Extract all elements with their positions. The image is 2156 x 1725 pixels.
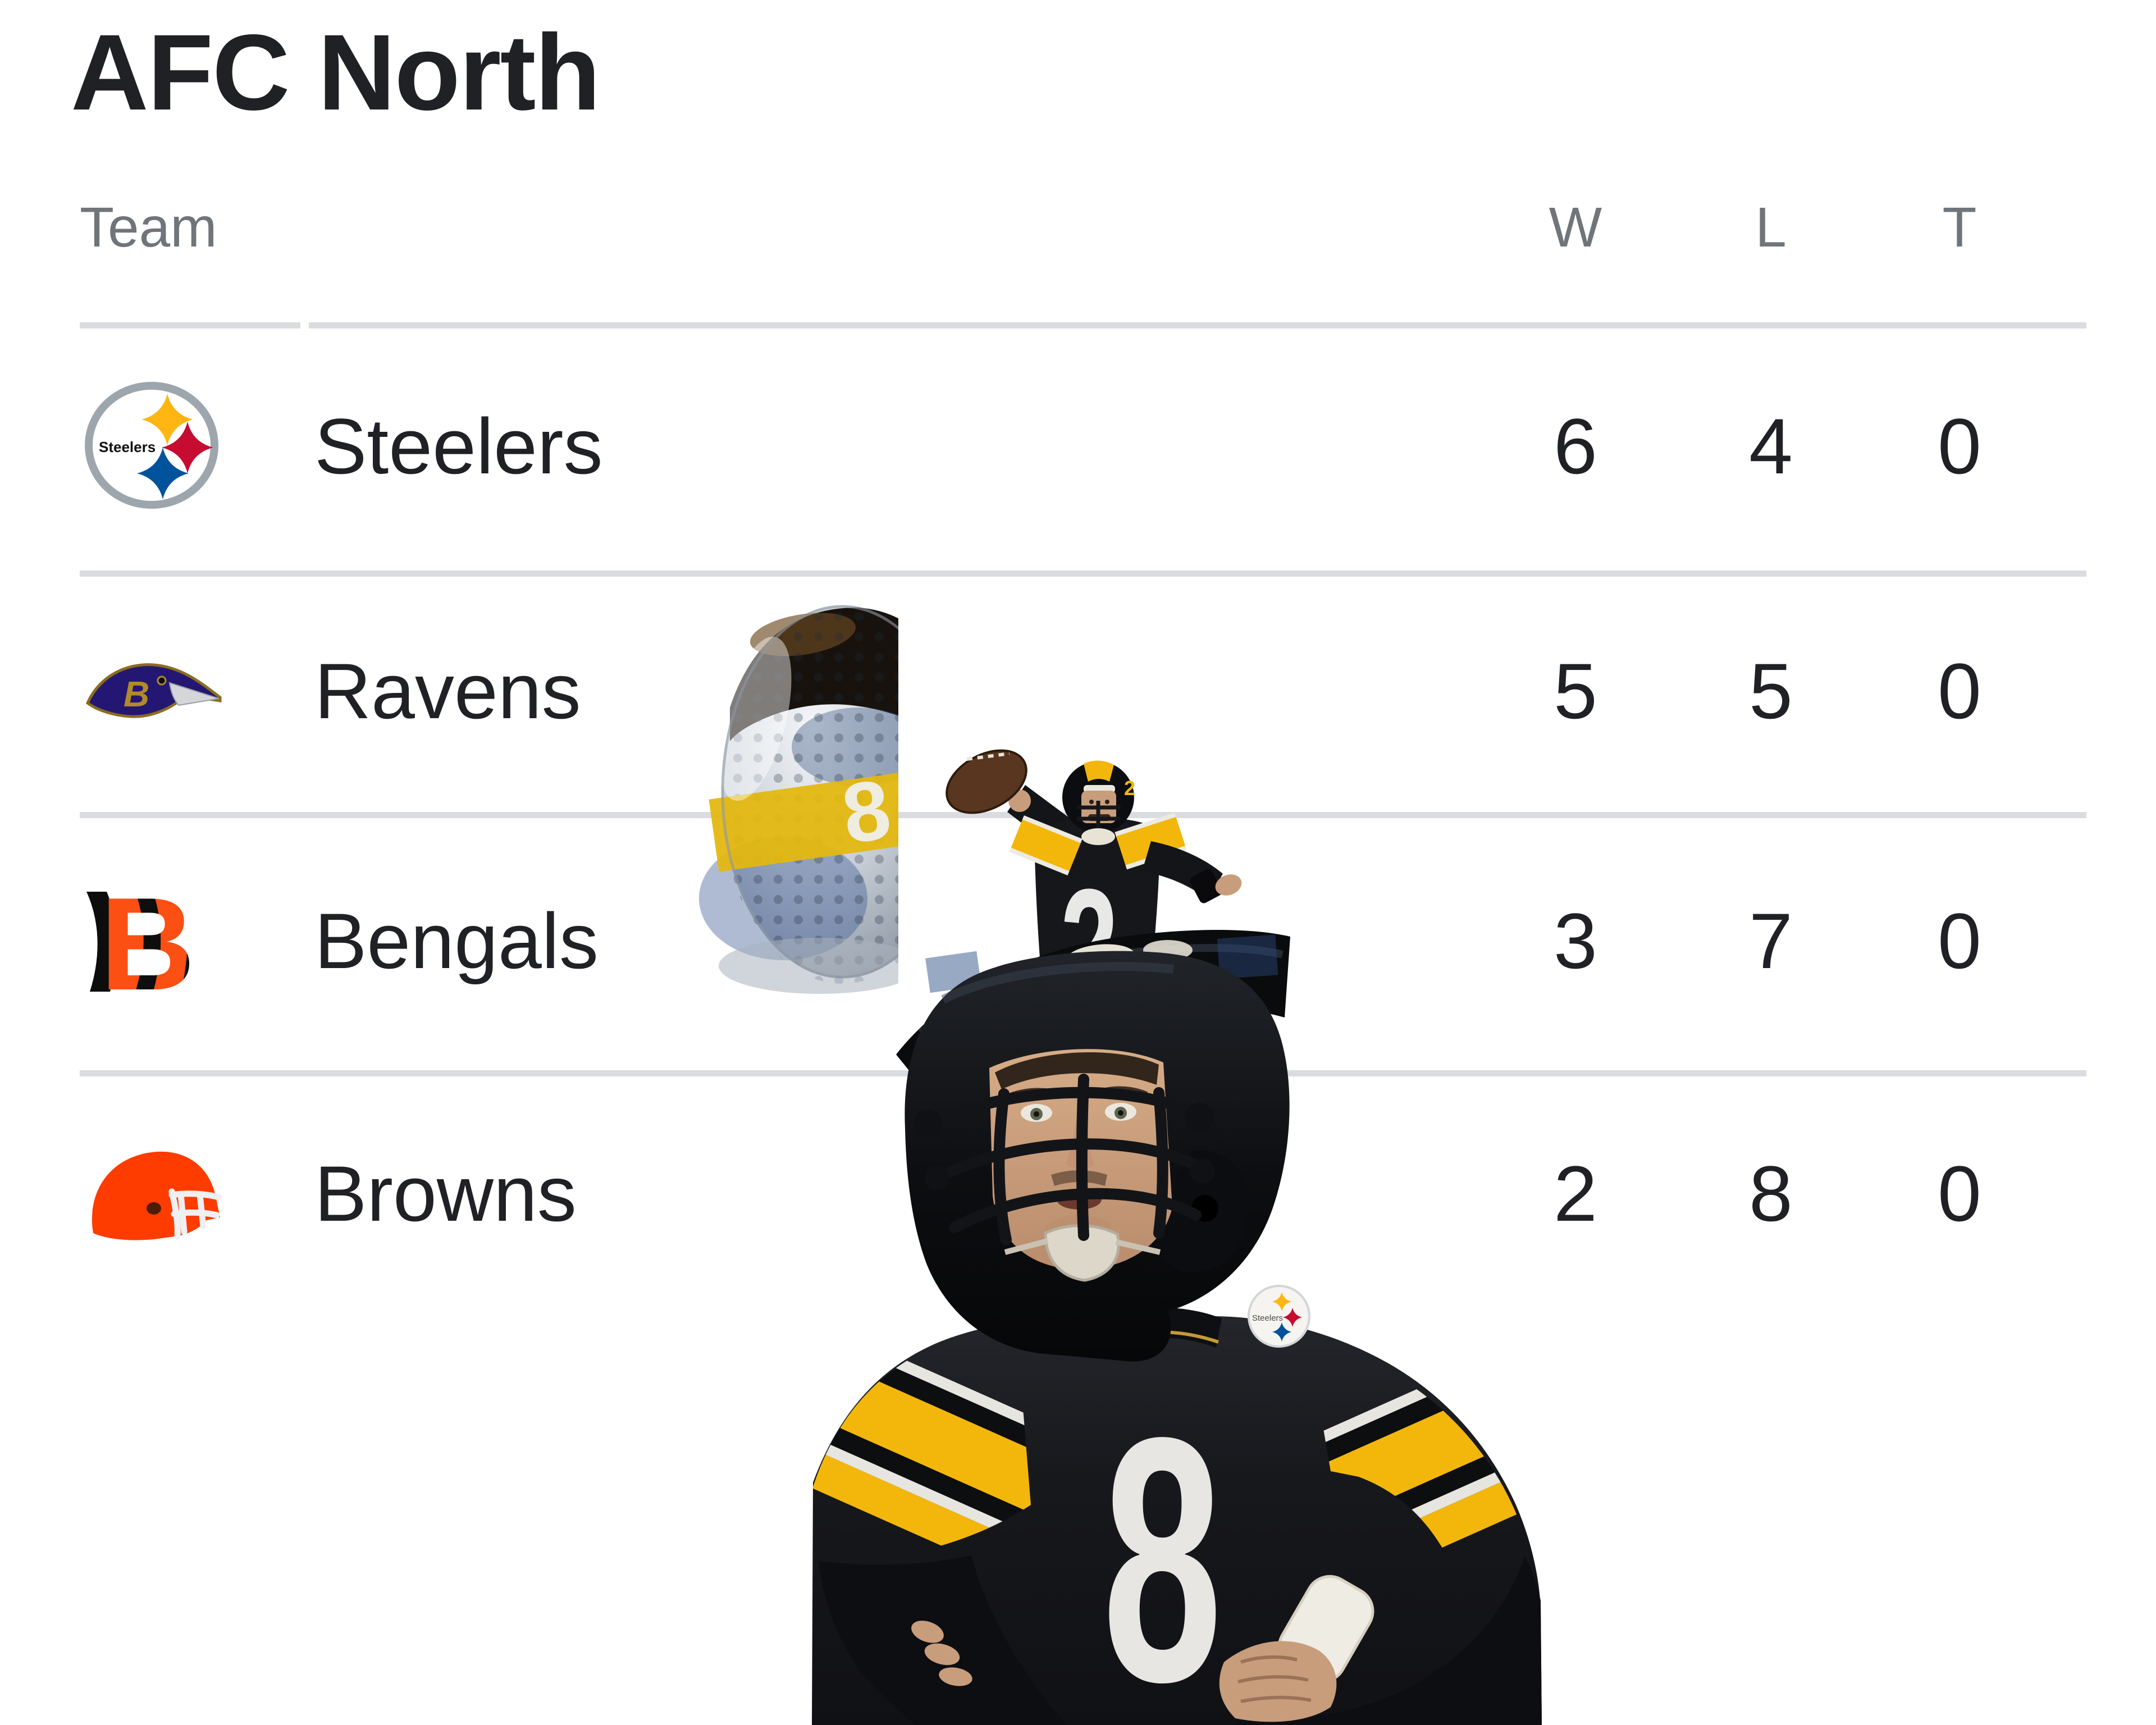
table-row-bengals[interactable]: B Bengals 3 7 0	[0, 812, 2156, 1070]
ties-value: 0	[1938, 647, 1981, 735]
football-icon	[945, 749, 1027, 814]
losses-value: 7	[1749, 897, 1793, 985]
table-row-steelers[interactable]: Steelers Steelers 6 4 0	[0, 322, 2156, 571]
ties-value: 0	[1938, 1149, 1981, 1238]
jersey-number: 8	[1102, 1366, 1222, 1725]
mini-qb-helmet-icon: 2	[1062, 760, 1135, 845]
wins-value: 2	[1554, 1149, 1597, 1238]
bengals-logo-icon: B	[83, 885, 218, 997]
mini-qb-helmet-number: 2	[1124, 777, 1135, 800]
clasped-hands	[911, 1621, 1337, 1722]
row-divider	[80, 571, 2086, 577]
wins-value: 6	[1554, 402, 1597, 490]
table-row-browns[interactable]: Browns 2 8 0	[0, 1070, 2156, 1317]
ties-value: 0	[1938, 897, 1981, 985]
ties-value: 0	[1938, 402, 1981, 490]
ravens-logo-icon: B	[83, 644, 227, 739]
page-title: AFC North	[71, 12, 601, 133]
header-divider-main	[309, 322, 2086, 328]
team-name: Browns	[314, 1149, 577, 1238]
facemask	[922, 1074, 1208, 1245]
losses-value: 5	[1749, 647, 1793, 735]
steelers-chest-patch: Steelers	[1248, 1285, 1310, 1348]
wins-value: 5	[1554, 647, 1597, 735]
player-meme-image: 8 2	[699, 605, 1542, 1725]
ravens-logo-letter: B	[124, 674, 149, 714]
column-header-team: Team	[80, 196, 217, 259]
team-name: Ravens	[314, 647, 581, 735]
steelers-logo-wordmark: Steelers	[99, 439, 156, 455]
team-name: Bengals	[314, 897, 599, 985]
column-header-losses: L	[1755, 196, 1787, 259]
losses-value: 4	[1749, 402, 1793, 490]
table-row-ravens[interactable]: B Ravens 5 5 0	[0, 571, 2156, 812]
losses-value: 8	[1749, 1149, 1793, 1238]
glass-helmet-sphere-icon: 8	[699, 605, 898, 994]
chest-patch-wordmark: Steelers	[1252, 1313, 1283, 1323]
browns-logo-icon	[83, 1138, 229, 1250]
steelers-logo-icon: Steelers	[83, 379, 223, 514]
giant-steelers-helmet	[905, 951, 1290, 1362]
wins-value: 3	[1554, 897, 1597, 985]
column-header-ties: T	[1942, 196, 1977, 259]
column-header-wins: W	[1549, 196, 1602, 259]
team-name: Steelers	[314, 402, 603, 490]
header-divider-left	[80, 322, 300, 328]
